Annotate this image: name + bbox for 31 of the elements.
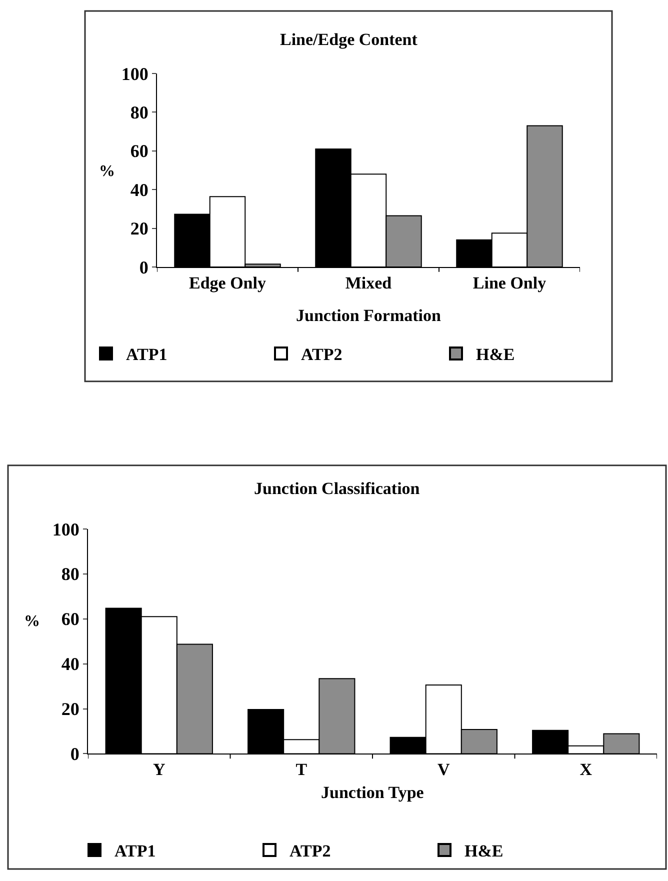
y-axis-title: %	[24, 613, 40, 630]
y-tick-label: 20	[61, 699, 80, 720]
chart-title: Junction Classification	[254, 479, 420, 498]
chart-title: Line/Edge Content	[280, 30, 418, 49]
y-axis-title: %	[99, 163, 115, 180]
x-axis-title: Junction Type	[321, 783, 424, 802]
x-tick-label: X	[580, 760, 593, 780]
legend-label: ATP1	[126, 345, 168, 364]
legend-label: H&E	[476, 345, 515, 364]
legend-label: ATP2	[290, 842, 331, 861]
y-tick-label: 60	[130, 141, 148, 162]
legend-label: ATP2	[301, 345, 342, 364]
y-tick-label: 40	[61, 654, 80, 674]
x-tick-label: T	[296, 760, 308, 780]
y-tick-label: 100	[52, 519, 80, 540]
y-tick-label: 100	[121, 64, 148, 84]
x-tick-label: Mixed	[345, 273, 392, 292]
x-tick-label: Line Only	[472, 273, 547, 292]
y-tick-label: 80	[61, 564, 80, 584]
x-tick-label: Edge Only	[189, 273, 266, 292]
y-tick-label: 80	[130, 102, 148, 123]
y-tick-label: 60	[61, 609, 80, 630]
y-tick-label: 0	[70, 744, 80, 764]
y-tick-label: 20	[130, 218, 148, 239]
x-axis-title: Junction Formation	[296, 306, 442, 325]
legend-label: ATP1	[114, 842, 156, 861]
y-tick-label: 40	[130, 180, 148, 200]
x-tick-label: V	[437, 760, 450, 780]
y-tick-label: 0	[139, 257, 148, 278]
x-tick-label: Y	[152, 760, 166, 780]
legend-label: H&E	[464, 842, 504, 861]
